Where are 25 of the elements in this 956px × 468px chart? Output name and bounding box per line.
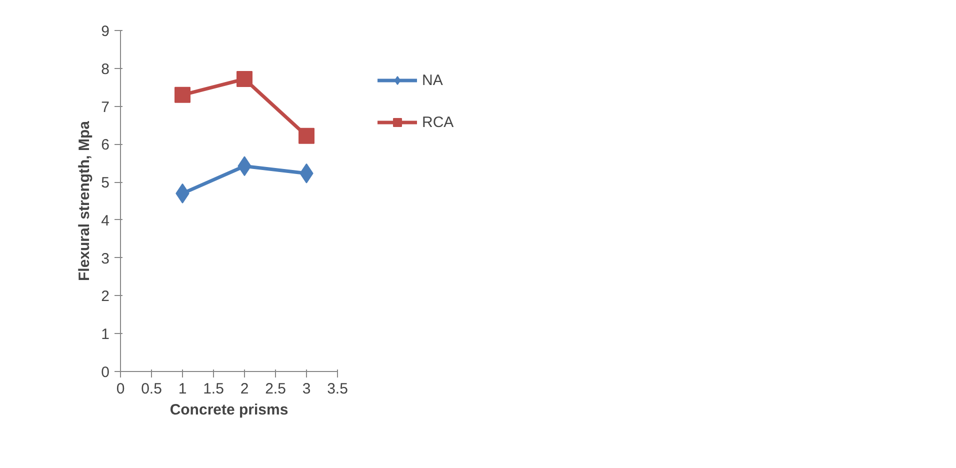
- legend-label: NA: [422, 72, 443, 88]
- x-tick-label: 0.5: [141, 380, 162, 398]
- y-tick-label: 5: [101, 174, 110, 192]
- y-tick-label: 1: [101, 326, 110, 344]
- legend-label: RCA: [422, 114, 454, 130]
- x-tick-label: 3.5: [327, 380, 348, 398]
- y-tick-label: 2: [101, 288, 110, 306]
- point: [298, 128, 314, 144]
- y-tick-label: 0: [101, 364, 110, 381]
- x-axis-title: Concrete prisms: [170, 402, 288, 418]
- x-tick-label: 3: [302, 380, 311, 398]
- y-tick-label: 8: [101, 60, 110, 78]
- x-tick-label: 2.5: [265, 380, 286, 398]
- x-tick-label: 0: [116, 380, 125, 398]
- y-tick-label: 7: [101, 98, 110, 116]
- y-tick-label: 4: [101, 212, 110, 230]
- x-tick-label: 1: [178, 380, 187, 398]
- point: [174, 86, 190, 103]
- x-tick-label: 2: [240, 380, 249, 398]
- y-tick-label: 9: [101, 23, 110, 40]
- y-axis-title: Flexural strength, Mpa: [76, 120, 94, 282]
- y-tick-label: 3: [101, 250, 110, 268]
- y-tick-label: 6: [101, 136, 110, 154]
- x-tick-label: 1.5: [203, 380, 224, 398]
- point: [236, 71, 252, 87]
